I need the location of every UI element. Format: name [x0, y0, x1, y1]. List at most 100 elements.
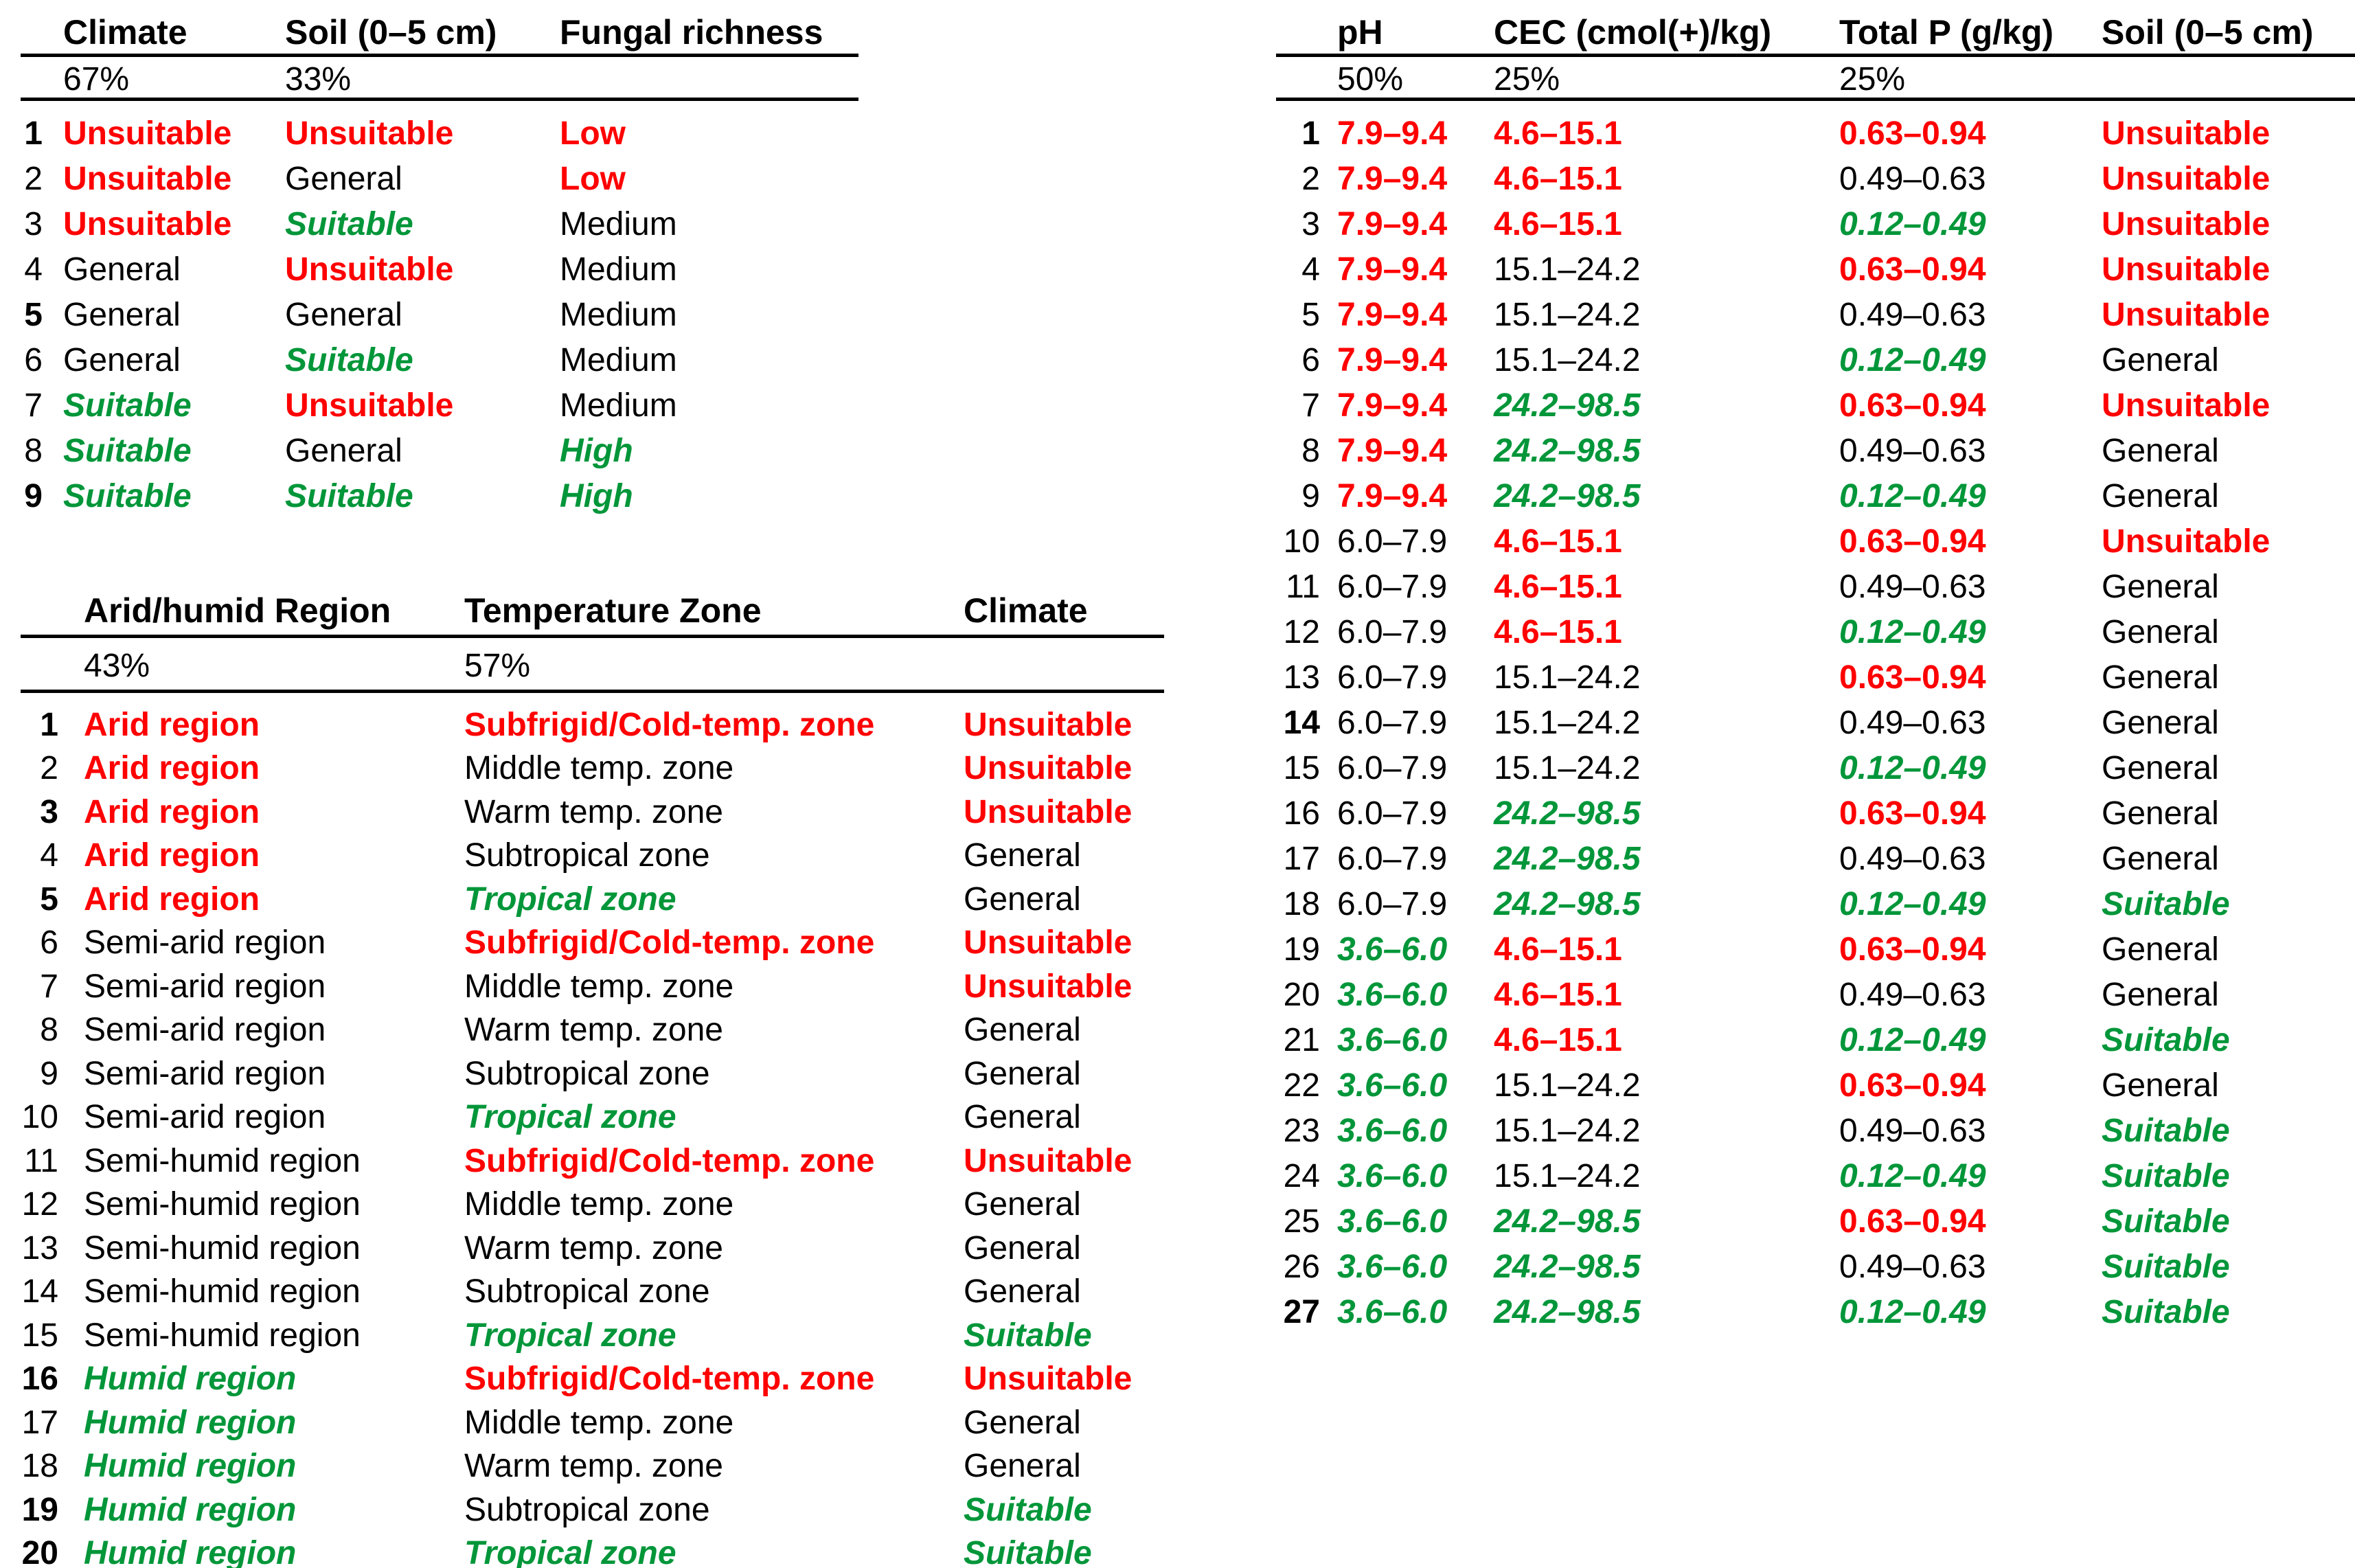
cell: 7.9–9.4	[1337, 161, 1448, 197]
table-rows: 1 Unsuitable Unsuitable Low 2 Unsuitable Gener…	[21, 111, 858, 519]
cell: 24.2–98.5	[1494, 1294, 1641, 1330]
cell: Unsuitable	[964, 968, 1133, 1005]
row-number: 27	[1283, 1294, 1320, 1330]
cell: Low	[560, 161, 626, 197]
cell: 6.0–7.9	[1337, 795, 1448, 832]
cell: General	[2102, 705, 2219, 741]
row-number: 26	[1283, 1249, 1320, 1285]
table-row: 10 6.0–7.9 4.6–15.1 0.63–0.94 Unsuitable	[1276, 519, 2355, 565]
cell: Low	[560, 115, 626, 152]
row-number: 11	[24, 1142, 58, 1179]
cell: 0.12–0.49	[1839, 342, 1986, 378]
cell: Unsuitable	[2102, 206, 2271, 242]
row-number: 4	[24, 251, 43, 288]
row-number: 1	[40, 706, 58, 743]
row-number: 14	[1283, 705, 1320, 741]
row-number: 5	[1301, 297, 1320, 333]
cell: Arid region	[84, 793, 260, 830]
row-number: 9	[24, 478, 43, 514]
cell: Unsuitable	[2102, 523, 2271, 560]
cell: 0.63–0.94	[1839, 251, 1986, 288]
row-number: 1	[24, 115, 43, 152]
cell: 6.0–7.9	[1337, 659, 1448, 696]
cell: 7.9–9.4	[1337, 297, 1448, 333]
cell: Middle temp. zone	[464, 968, 734, 1005]
cell: General	[285, 433, 402, 469]
table-row: 14 6.0–7.9 15.1–24.2 0.49–0.63 General	[1276, 701, 2355, 746]
cell: 15.1–24.2	[1494, 1113, 1641, 1149]
table-row: 15 Semi-humid region Tropical zone Suitable	[21, 1314, 1164, 1358]
cell: 0.12–0.49	[1839, 1022, 1986, 1058]
cell: Warm temp. zone	[464, 1229, 723, 1266]
table-row: 23 3.6–6.0 15.1–24.2 0.49–0.63 Suitable	[1276, 1109, 2355, 1154]
cell: 7.9–9.4	[1337, 387, 1448, 424]
cell: 3.6–6.0	[1337, 1113, 1448, 1149]
cell: 0.12–0.49	[1839, 886, 1986, 922]
table-row: 12 6.0–7.9 4.6–15.1 0.12–0.49 General	[1276, 610, 2355, 655]
cell: 0.49–0.63	[1839, 705, 1986, 741]
cell: 7.9–9.4	[1337, 478, 1448, 514]
row-number: 10	[1283, 523, 1320, 560]
cell: Medium	[560, 206, 677, 242]
row-number: 25	[1283, 1203, 1320, 1240]
cell: Suitable	[285, 342, 413, 378]
row-number: 18	[21, 1448, 58, 1485]
table-row: 21 3.6–6.0 4.6–15.1 0.12–0.49 Suitable	[1276, 1018, 2355, 1063]
cell: General	[2102, 433, 2219, 469]
cell: 0.49–0.63	[1839, 841, 1986, 877]
cell: General	[964, 1448, 1081, 1485]
cell: Subfrigid/Cold-temp. zone	[464, 1361, 875, 1398]
cell: Unsuitable	[964, 1361, 1133, 1398]
header-rule	[1276, 54, 2355, 57]
cell: Semi-humid region	[84, 1186, 361, 1223]
cell: 7.9–9.4	[1337, 115, 1448, 152]
column-header-soil: Soil (0–5 cm)	[2102, 13, 2314, 52]
cell: 7.9–9.4	[1337, 251, 1448, 288]
cell: General	[2102, 750, 2219, 786]
cell: Suitable	[964, 1317, 1092, 1354]
table-row: 9 7.9–9.4 24.2–98.5 0.12–0.49 General	[1276, 474, 2355, 519]
row-number: 22	[1283, 1067, 1320, 1104]
subheader-rule	[1276, 98, 2355, 101]
cell: Medium	[560, 251, 677, 288]
row-number: 16	[21, 1361, 58, 1398]
row-number: 21	[1283, 1022, 1320, 1058]
table-row: 13 6.0–7.9 15.1–24.2 0.63–0.94 General	[1276, 655, 2355, 701]
row-number: 7	[1301, 387, 1320, 424]
table-row: 12 Semi-humid region Middle temp. zone Gene…	[21, 1183, 1164, 1227]
importance-percentage: 33%	[285, 61, 352, 98]
cell: Subtropical zone	[464, 1055, 710, 1092]
row-number: 5	[24, 297, 43, 333]
row-number: 8	[24, 433, 43, 469]
cell: Subfrigid/Cold-temp. zone	[464, 1142, 875, 1179]
cell: 15.1–24.2	[1494, 659, 1641, 696]
importance-percentage: 50%	[1337, 61, 1404, 98]
cell: 6.0–7.9	[1337, 614, 1448, 650]
table-row: 3 7.9–9.4 4.6–15.1 0.12–0.49 Unsuitable	[1276, 202, 2355, 247]
cell: 24.2–98.5	[1494, 886, 1641, 922]
table-rows: 1 Arid region Subfrigid/Cold-temp. zone Uns…	[21, 703, 1164, 1568]
cell: 0.63–0.94	[1839, 523, 1986, 560]
cell: General	[964, 1012, 1081, 1049]
row-number: 4	[40, 837, 58, 874]
cell: General	[964, 1186, 1081, 1223]
cell: 15.1–24.2	[1494, 1158, 1641, 1194]
cell: Humid region	[84, 1535, 297, 1568]
cell: 0.63–0.94	[1839, 115, 1986, 152]
cell: 15.1–24.2	[1494, 750, 1641, 786]
cell: Warm temp. zone	[464, 793, 723, 830]
cell: 0.12–0.49	[1839, 1294, 1986, 1330]
table-row: 16 Humid region Subfrigid/Cold-temp. zone U…	[21, 1358, 1164, 1402]
column-header-cec: CEC (cmol(+)/kg)	[1494, 13, 1772, 52]
cell: 3.6–6.0	[1337, 1158, 1448, 1194]
row-number: 23	[1283, 1113, 1320, 1149]
row-number: 2	[40, 750, 58, 787]
cell: 6.0–7.9	[1337, 705, 1448, 741]
table-row: 6 7.9–9.4 15.1–24.2 0.12–0.49 General	[1276, 338, 2355, 383]
table-row: 5 General General Medium	[21, 293, 858, 338]
cell: General	[964, 837, 1081, 874]
cell: 24.2–98.5	[1494, 387, 1641, 424]
table-row: 6 Semi-arid region Subfrigid/Cold-temp. zo…	[21, 922, 1164, 966]
cell: General	[285, 297, 402, 333]
cell: 0.12–0.49	[1839, 478, 1986, 514]
